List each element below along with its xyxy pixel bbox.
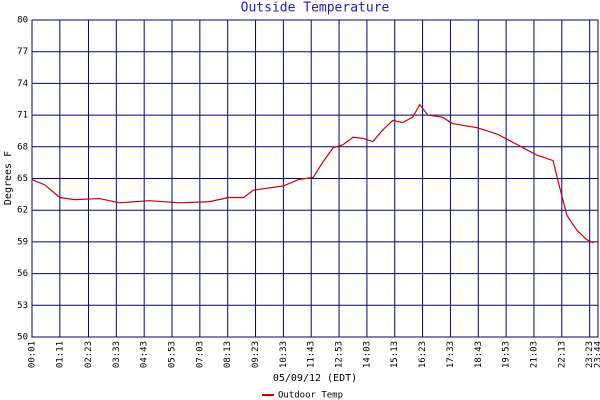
plot-border (31, 19, 599, 338)
legend-label: Outdoor Temp (278, 391, 343, 400)
x-tick-label: 03:33 (112, 341, 122, 368)
y-tick-label: 62 (17, 206, 28, 216)
y-tick-label: 77 (17, 47, 28, 57)
y-tick-label: 56 (17, 269, 28, 279)
y-axis-title: Degrees F (3, 151, 14, 205)
x-tick-label: 00:01 (28, 341, 38, 368)
y-tick-label: 71 (17, 111, 28, 121)
x-tick-label: 09:23 (251, 341, 261, 368)
y-tick-label: 50 (17, 333, 28, 343)
x-tick-label: 05:53 (168, 341, 178, 368)
x-tick-label: 04:43 (140, 341, 150, 368)
x-tick-label: 12:53 (335, 341, 345, 368)
x-tick-label: 19:53 (502, 341, 512, 368)
x-tick-label: 23:23 (585, 341, 595, 368)
y-tick-label: 53 (17, 301, 28, 311)
x-tick-label: 02:23 (84, 341, 94, 368)
x-tick-label: 18:43 (474, 341, 484, 368)
y-tick-label: 59 (17, 237, 28, 247)
x-tick-label: 21:03 (529, 341, 539, 368)
x-tick-label: 11:43 (307, 341, 317, 368)
y-tick-label: 80 (17, 16, 28, 26)
x-tick-label: 15:13 (390, 341, 400, 368)
x-tick-label: 14:03 (362, 341, 372, 368)
chart-title: Outside Temperature (241, 1, 390, 16)
x-tick-label: 08:13 (223, 341, 233, 368)
x-axis-title: 05/09/12 (EDT) (273, 373, 357, 384)
x-tick-label: 10:33 (279, 341, 289, 368)
x-tick-label: 23:44 (594, 341, 600, 368)
data-line (31, 103, 594, 244)
x-tick-label: 07:03 (195, 341, 205, 368)
x-tick-label: 22:13 (557, 341, 567, 368)
y-tick-label: 65 (17, 174, 28, 184)
y-tick-label: 74 (17, 79, 28, 89)
x-tick-label: 01:11 (55, 341, 65, 368)
y-tick-label: 68 (17, 142, 28, 152)
x-tick-label: 17:33 (446, 341, 456, 368)
x-tick-label: 16:23 (418, 341, 428, 368)
